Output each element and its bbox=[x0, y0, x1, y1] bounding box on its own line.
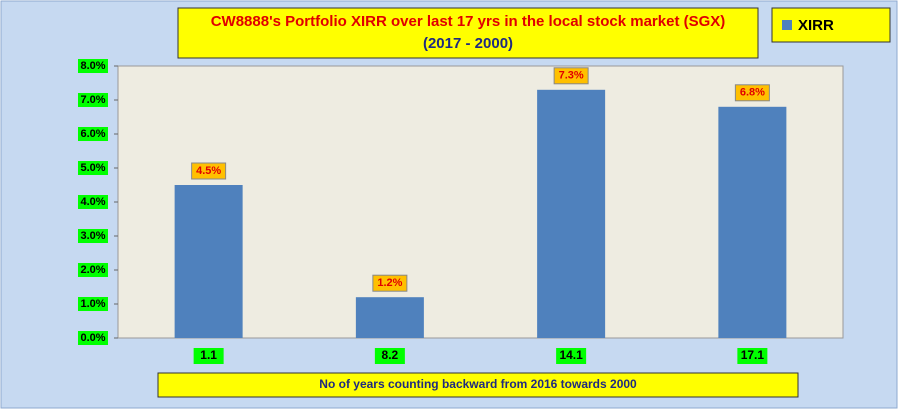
y-tick-label: 0.0% bbox=[80, 332, 105, 344]
value-label-bg bbox=[553, 67, 589, 85]
x-tick-label: 1.1 bbox=[200, 348, 217, 362]
bar bbox=[718, 106, 787, 338]
y-tick-label-bg bbox=[78, 93, 108, 107]
x-label-box bbox=[157, 372, 799, 398]
x-tick-label: 14.1 bbox=[559, 348, 583, 362]
y-tick-label-bg bbox=[78, 195, 108, 209]
value-label: 7.3% bbox=[559, 70, 584, 82]
y-tick-label: 6.0% bbox=[80, 128, 105, 140]
value-label: 4.5% bbox=[196, 165, 221, 177]
x-tick-label-bg bbox=[374, 348, 405, 364]
x-tick-label-bg bbox=[556, 348, 587, 364]
chart-subtitle: (2017 - 2000) bbox=[423, 35, 513, 52]
y-tick-label-bg bbox=[78, 331, 108, 345]
y-tick-label: 1.0% bbox=[80, 298, 105, 310]
value-label: 6.8% bbox=[740, 87, 765, 99]
y-tick-label-bg bbox=[78, 263, 108, 277]
value-label-bg bbox=[372, 274, 408, 292]
bar bbox=[174, 185, 243, 338]
y-tick-label-bg bbox=[78, 127, 108, 141]
x-tick-label-bg bbox=[193, 348, 224, 364]
y-tick-label-bg bbox=[78, 59, 108, 73]
y-tick-label-bg bbox=[78, 297, 108, 311]
x-tick-label: 8.2 bbox=[382, 348, 399, 362]
value-label-bg bbox=[191, 162, 227, 180]
y-tick-label: 2.0% bbox=[80, 264, 105, 276]
legend-label: XIRR bbox=[798, 17, 834, 34]
bar bbox=[355, 297, 424, 338]
value-label-bg bbox=[734, 84, 770, 102]
title-box bbox=[177, 7, 759, 59]
x-axis-label: No of years counting backward from 2016 … bbox=[319, 377, 637, 391]
value-label: 1.2% bbox=[377, 277, 402, 289]
y-tick-label: 4.0% bbox=[80, 196, 105, 208]
y-tick-label-bg bbox=[78, 161, 108, 175]
y-tick-label: 3.0% bbox=[80, 230, 105, 242]
chart-title: CW8888's Portfolio XIRR over last 17 yrs… bbox=[211, 13, 726, 30]
bar bbox=[537, 89, 606, 338]
y-tick-label-bg bbox=[78, 229, 108, 243]
x-tick-label: 17.1 bbox=[741, 348, 765, 362]
legend-swatch bbox=[782, 20, 792, 30]
y-tick-label: 7.0% bbox=[80, 94, 105, 106]
x-tick-label-bg bbox=[737, 348, 768, 364]
y-tick-label: 8.0% bbox=[80, 60, 105, 72]
y-tick-label: 5.0% bbox=[80, 162, 105, 174]
